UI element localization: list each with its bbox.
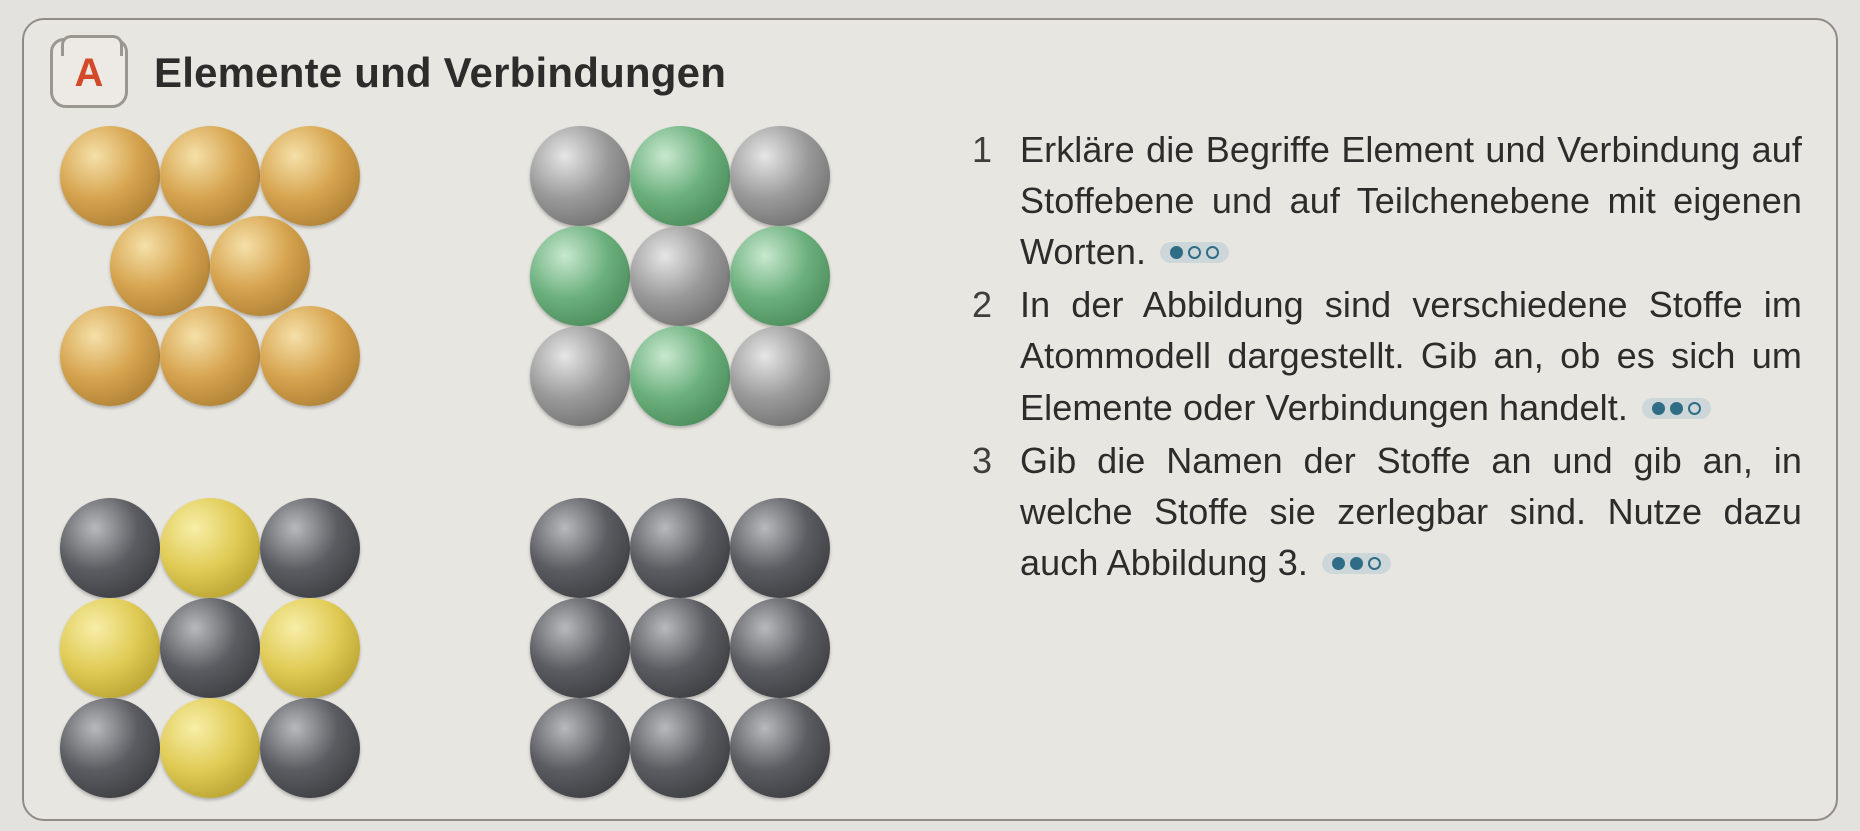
difficulty-dot-hollow-icon (1368, 557, 1381, 570)
difficulty-dot-filled-icon (1332, 557, 1345, 570)
section-letter: A (75, 51, 104, 96)
atom-cluster-bottom-left (60, 498, 370, 798)
task-text: Erkläre die Begriffe Element und Ver­bin… (1020, 124, 1802, 277)
atom-sphere-grey (530, 326, 630, 426)
atom-sphere-steel (730, 498, 830, 598)
difficulty-indicator (1322, 553, 1391, 574)
atom-cluster-top-right (530, 126, 840, 426)
atom-sphere-gold (60, 306, 160, 406)
atom-sphere-yellow (160, 698, 260, 798)
atom-sphere-yellow (260, 598, 360, 698)
atom-sphere-yellow (160, 498, 260, 598)
task-number: 2 (972, 279, 1000, 432)
atom-sphere-grey (730, 126, 830, 226)
section-title: Elemente und Verbindungen (154, 49, 726, 97)
card-body: 1Erkläre die Begriffe Element und Ver­bi… (50, 116, 1810, 809)
atom-sphere-green (630, 326, 730, 426)
atom-sphere-gold (160, 126, 260, 226)
atom-figures-grid (50, 116, 940, 809)
atom-sphere-steel (260, 498, 360, 598)
difficulty-dot-hollow-icon (1206, 246, 1219, 259)
atom-sphere-steel (530, 698, 630, 798)
atom-sphere-yellow (60, 598, 160, 698)
atom-sphere-steel (530, 598, 630, 698)
atom-sphere-gold (210, 216, 310, 316)
task-number: 1 (972, 124, 1000, 277)
difficulty-indicator (1160, 242, 1229, 263)
atom-sphere-grey (630, 226, 730, 326)
atom-sphere-gold (260, 306, 360, 406)
atom-sphere-steel (60, 498, 160, 598)
difficulty-dot-filled-icon (1652, 402, 1665, 415)
section-badge: A (50, 38, 128, 108)
atom-sphere-green (530, 226, 630, 326)
atom-sphere-steel (630, 598, 730, 698)
exercise-card: A Elemente und Verbindungen 1Erkläre die… (22, 18, 1838, 821)
atom-sphere-green (630, 126, 730, 226)
atom-sphere-steel (60, 698, 160, 798)
atom-sphere-steel (730, 698, 830, 798)
atom-sphere-grey (530, 126, 630, 226)
task-list: 1Erkläre die Begriffe Element und Ver­bi… (960, 116, 1810, 809)
task-item: 1Erkläre die Begriffe Element und Ver­bi… (972, 124, 1802, 277)
atom-sphere-steel (160, 598, 260, 698)
atom-sphere-steel (530, 498, 630, 598)
difficulty-dot-filled-icon (1350, 557, 1363, 570)
atom-sphere-steel (730, 598, 830, 698)
difficulty-dot-hollow-icon (1188, 246, 1201, 259)
difficulty-dot-filled-icon (1170, 246, 1183, 259)
atom-sphere-steel (630, 498, 730, 598)
atom-sphere-green (730, 226, 830, 326)
difficulty-indicator (1642, 398, 1711, 419)
atom-sphere-gold (260, 126, 360, 226)
page: A Elemente und Verbindungen 1Erkläre die… (0, 0, 1860, 831)
atom-cluster-bottom-right (530, 498, 840, 798)
task-text: In der Abbildung sind verschiedene Stoff… (1020, 279, 1802, 432)
atom-sphere-gold (110, 216, 210, 316)
task-item: 3Gib die Namen der Stoffe an und gib an,… (972, 435, 1802, 588)
atom-sphere-gold (60, 126, 160, 226)
card-header: A Elemente und Verbindungen (50, 38, 1810, 108)
difficulty-dot-hollow-icon (1688, 402, 1701, 415)
atom-sphere-steel (260, 698, 360, 798)
atom-sphere-steel (630, 698, 730, 798)
atom-cluster-top-left (60, 126, 370, 426)
atom-sphere-grey (730, 326, 830, 426)
task-number: 3 (972, 435, 1000, 588)
task-item: 2In der Abbildung sind verschiedene Stof… (972, 279, 1802, 432)
difficulty-dot-filled-icon (1670, 402, 1683, 415)
task-text: Gib die Namen der Stoffe an und gib an, … (1020, 435, 1802, 588)
atom-sphere-gold (160, 306, 260, 406)
